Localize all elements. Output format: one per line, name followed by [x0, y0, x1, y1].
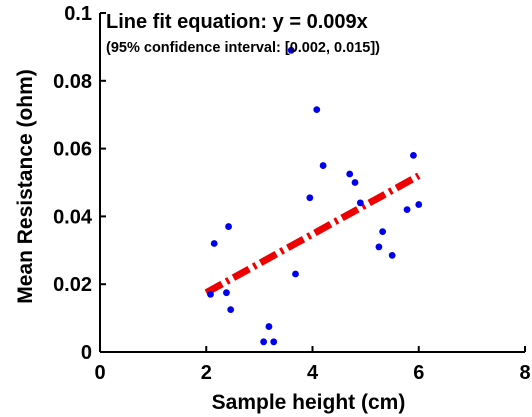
- y-ticks: 0 0.02 0.04 0.06 0.08 0.1: [53, 3, 106, 364]
- data-point: [287, 46, 295, 54]
- y-tick-label: 0: [81, 342, 92, 364]
- x-tick-label: 2: [201, 362, 212, 384]
- data-point: [292, 270, 299, 278]
- x-tick-label: 6: [413, 362, 424, 384]
- fit-line-layer: [204, 172, 421, 296]
- x-tick-label: 0: [94, 362, 105, 384]
- data-point: [388, 251, 396, 259]
- data-point: [306, 194, 314, 202]
- x-ticks: 0 2 4 6 8: [94, 346, 531, 384]
- y-tick-label: 0.02: [53, 274, 92, 296]
- data-point: [210, 240, 218, 247]
- y-tick-label: 0.08: [53, 71, 92, 93]
- fit-line: [204, 172, 421, 296]
- data-point: [313, 106, 321, 114]
- data-point: [207, 290, 214, 298]
- data-point: [375, 243, 383, 251]
- data-point: [356, 199, 364, 207]
- x-tick-label: 4: [307, 362, 319, 384]
- y-tick-label: 0.04: [53, 206, 93, 228]
- data-point: [410, 151, 417, 159]
- x-tick-label: 8: [519, 362, 530, 384]
- data-point: [379, 228, 387, 236]
- data-point: [270, 338, 278, 346]
- data-point: [351, 179, 359, 186]
- data-points-layer: [207, 46, 423, 346]
- y-axis-label: Mean Resistance (ohm): [14, 69, 37, 304]
- y-tick-label: 0.06: [53, 139, 92, 161]
- data-point: [346, 170, 354, 178]
- data-point: [223, 289, 230, 297]
- data-point: [227, 306, 235, 314]
- data-point: [319, 162, 327, 169]
- confidence-interval-annotation: (95% confidence interval: [0.002, 0.015]…: [106, 40, 380, 56]
- data-point: [415, 201, 423, 208]
- data-point: [403, 206, 411, 214]
- data-point: [260, 338, 268, 346]
- fit-equation-annotation: Line fit equation: y = 0.009x: [106, 11, 368, 33]
- data-point: [225, 223, 232, 230]
- x-axis-label: Sample height (cm): [212, 391, 406, 414]
- data-point: [265, 323, 273, 330]
- y-tick-label: 0.1: [64, 3, 92, 25]
